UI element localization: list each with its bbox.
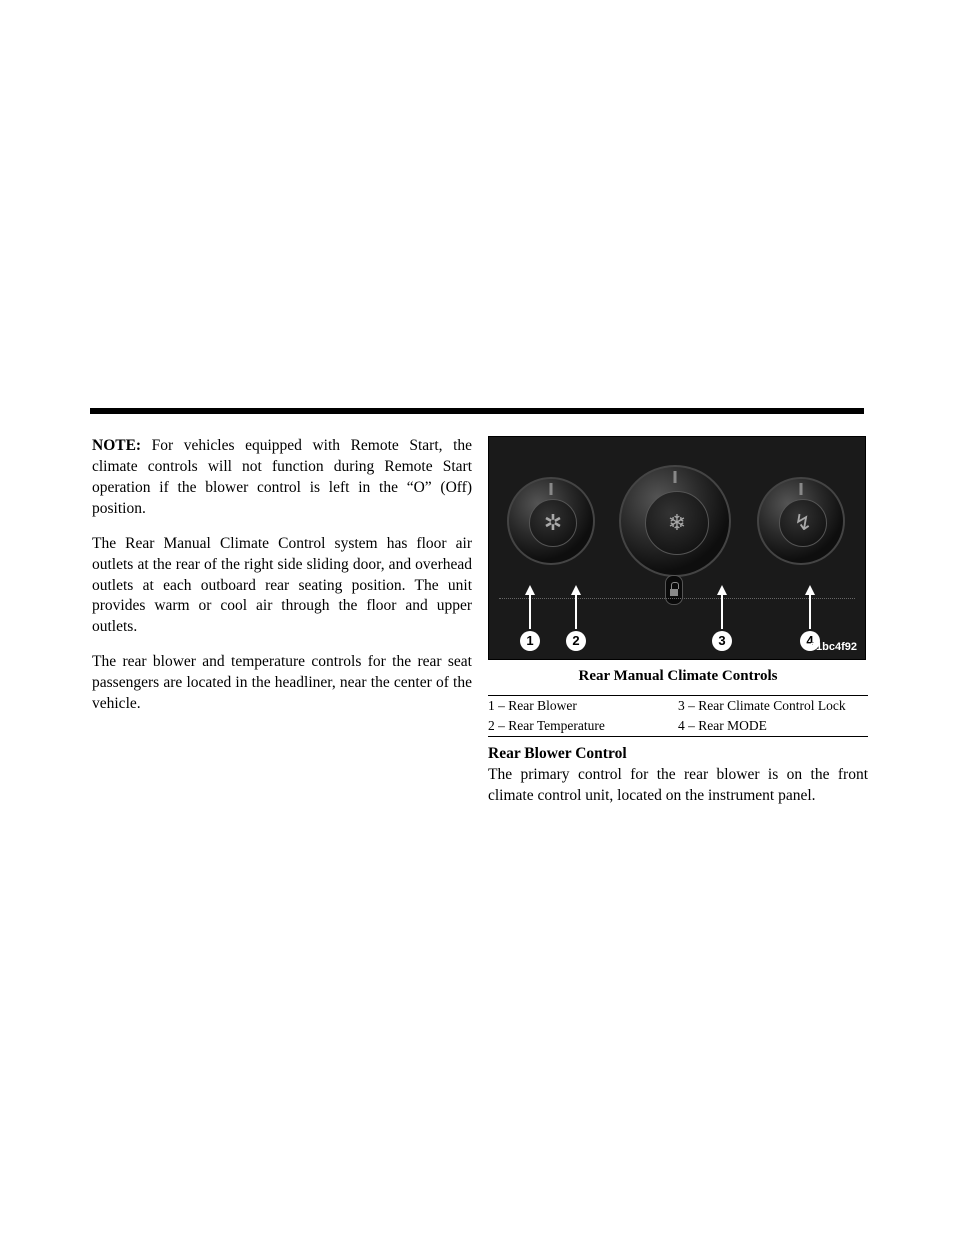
paragraph-2: The Rear Manual Climate Control system h… <box>92 534 472 639</box>
legend-cell-2: 2 – Rear Temperature <box>488 716 678 737</box>
rear-blower-paragraph: The primary control for the rear blower … <box>488 765 868 807</box>
note-label: NOTE: <box>92 437 141 454</box>
callout-num-3: 3 <box>712 631 732 651</box>
callout-line-2 <box>575 593 577 629</box>
figure-image-code: 81bc4f92 <box>810 641 857 653</box>
fan-icon: ✲ <box>544 510 562 536</box>
temp-icon: ❄ <box>668 510 686 536</box>
knob-center: ✲ <box>529 499 577 547</box>
rear-lock-control <box>665 575 683 605</box>
header-rule <box>90 408 864 414</box>
mode-icon: ↯ <box>794 510 812 536</box>
callout-num-2: 2 <box>566 631 586 651</box>
knob-tick <box>800 483 803 495</box>
right-column: ✲ ❄ ↯ 1 2 <box>488 436 868 821</box>
rear-temperature-knob: ❄ <box>619 465 731 577</box>
callout-num-1: 1 <box>520 631 540 651</box>
legend-cell-1: 1 – Rear Blower <box>488 696 678 717</box>
legend-cell-4: 4 – Rear MODE <box>678 716 868 737</box>
rear-mode-knob: ↯ <box>757 477 845 565</box>
knob-center: ↯ <box>779 499 827 547</box>
figure-legend-table: 1 – Rear Blower 3 – Rear Climate Control… <box>488 695 868 737</box>
paragraph-3: The rear blower and temperature controls… <box>92 652 472 715</box>
figure-dotline <box>499 598 855 599</box>
knob-tick <box>550 483 553 495</box>
figure-caption: Rear Manual Climate Controls <box>488 668 868 685</box>
rear-climate-controls-figure: ✲ ❄ ↯ 1 2 <box>488 436 866 660</box>
callout-line-1 <box>529 593 531 629</box>
rear-blower-subhead: Rear Blower Control <box>488 745 868 763</box>
knob-tick <box>674 471 677 483</box>
callout-line-4 <box>809 593 811 629</box>
legend-cell-3: 3 – Rear Climate Control Lock <box>678 696 868 717</box>
note-paragraph: NOTE: For vehicles equipped with Remote … <box>92 436 472 520</box>
note-text: For vehicles equipped with Remote Start,… <box>92 437 472 517</box>
callout-line-3 <box>721 593 723 629</box>
left-column: NOTE: For vehicles equipped with Remote … <box>92 436 472 729</box>
knob-center: ❄ <box>645 491 709 555</box>
rear-blower-knob: ✲ <box>507 477 595 565</box>
